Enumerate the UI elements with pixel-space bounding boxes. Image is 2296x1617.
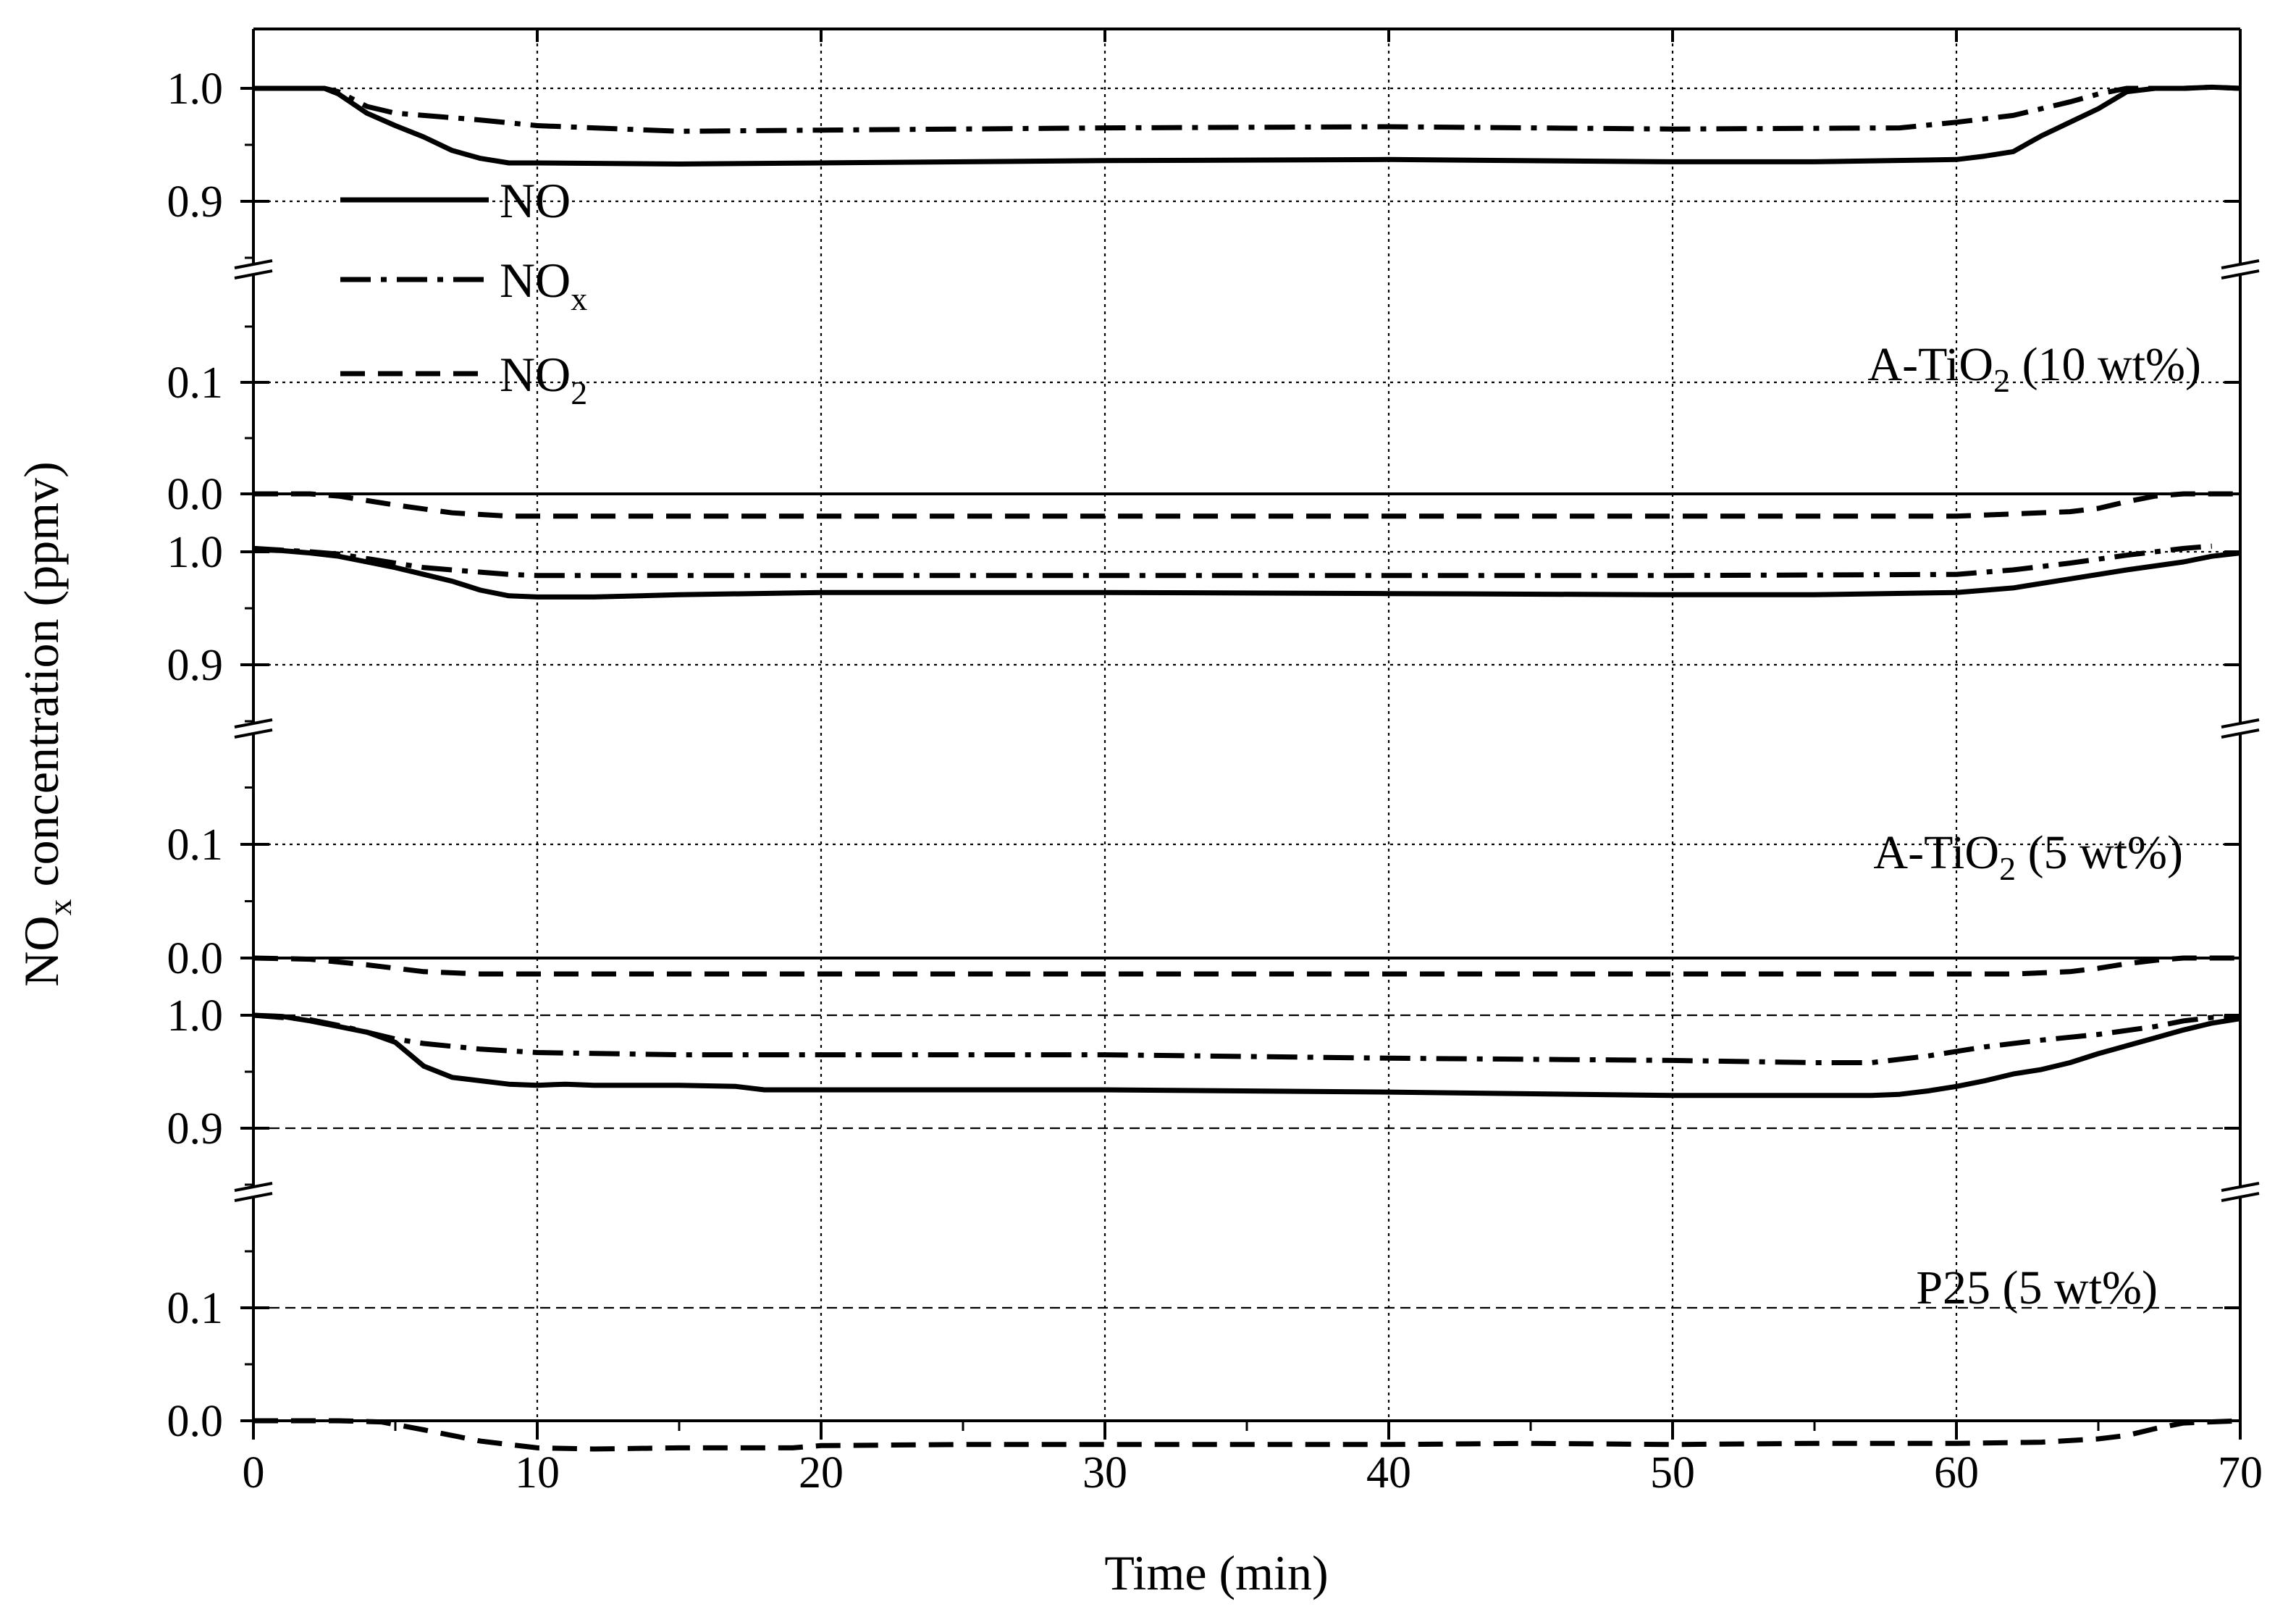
- y-tick-label: 0.0: [167, 470, 224, 519]
- axis-break-mark: [234, 718, 273, 728]
- y-tick-label: 0.1: [167, 358, 224, 408]
- y-tick-label: 0.1: [167, 820, 224, 870]
- axis-break-mark: [2221, 269, 2260, 280]
- panel-label: A-TiO2 (5 wt%): [1873, 826, 2183, 887]
- y-tick-label: 0.9: [167, 641, 224, 690]
- axis-break-mark: [234, 259, 273, 269]
- x-axis-title: Time (min): [1104, 1545, 1328, 1600]
- panel-label: A-TiO2 (10 wt%): [1867, 338, 2201, 399]
- legend-label-nox: NOx: [500, 253, 587, 317]
- x-tick-label: 30: [1082, 1448, 1127, 1498]
- series-nox: [253, 1012, 2240, 1065]
- axis-break-mark: [2221, 259, 2260, 269]
- panel-label: P25 (5 wt%): [1916, 1261, 2158, 1314]
- x-tick-label: 0: [243, 1448, 265, 1498]
- series-no2: [253, 491, 2240, 519]
- series-no: [253, 84, 2241, 167]
- axis-break-mark: [234, 1192, 273, 1202]
- axis-break-mark: [2221, 728, 2260, 739]
- y-tick-label: 0.9: [167, 1104, 224, 1154]
- panel-p25-5wt: P25 (5 wt%): [253, 958, 2241, 1452]
- y-axis-title: NOx concentration (ppmv): [14, 461, 78, 986]
- y-tick-label: 0.1: [167, 1284, 224, 1333]
- series-no: [253, 1012, 2241, 1099]
- y-tick-label: 1.0: [167, 991, 224, 1041]
- axis-break-mark: [2221, 1192, 2260, 1202]
- x-tick-label: 60: [1934, 1448, 1979, 1498]
- panel-a-tio2-5wt: A-TiO2 (5 wt%): [253, 494, 2241, 977]
- x-tick-label: 70: [2218, 1448, 2263, 1498]
- axis-break-mark: [2221, 1182, 2260, 1192]
- axes: 1.0 0.9 0.1 0.0 1.0 0.9 0.1 0.0 1.0 0.9 0.1 0.0 0 10 2…: [167, 28, 2263, 1498]
- axis-break-mark: [2221, 718, 2260, 728]
- axis-break-mark: [234, 269, 273, 280]
- series-no2: [253, 1418, 2241, 1452]
- x-tick-label: 40: [1366, 1448, 1411, 1498]
- y-tick-label: 0.0: [167, 934, 224, 983]
- legend-label-no: NO: [500, 173, 571, 228]
- y-tick-label: 1.0: [167, 64, 224, 114]
- y-tick-label: 1.0: [167, 528, 224, 577]
- legend: NO NOx NO2: [340, 173, 587, 411]
- y-tick-label: 0.0: [167, 1397, 224, 1446]
- x-tick-label: 10: [515, 1448, 560, 1498]
- legend-label-no2: NO2: [500, 347, 587, 411]
- axis-break-mark: [234, 1182, 273, 1192]
- y-tick-label: 0.9: [167, 177, 224, 227]
- x-tick-label: 50: [1650, 1448, 1695, 1498]
- series-nox: [253, 543, 2213, 579]
- series-no2: [253, 955, 2240, 977]
- series-nox: [253, 84, 2241, 134]
- axis-break-mark: [234, 728, 273, 739]
- x-tick-label: 20: [799, 1448, 844, 1498]
- series-no: [253, 547, 2241, 600]
